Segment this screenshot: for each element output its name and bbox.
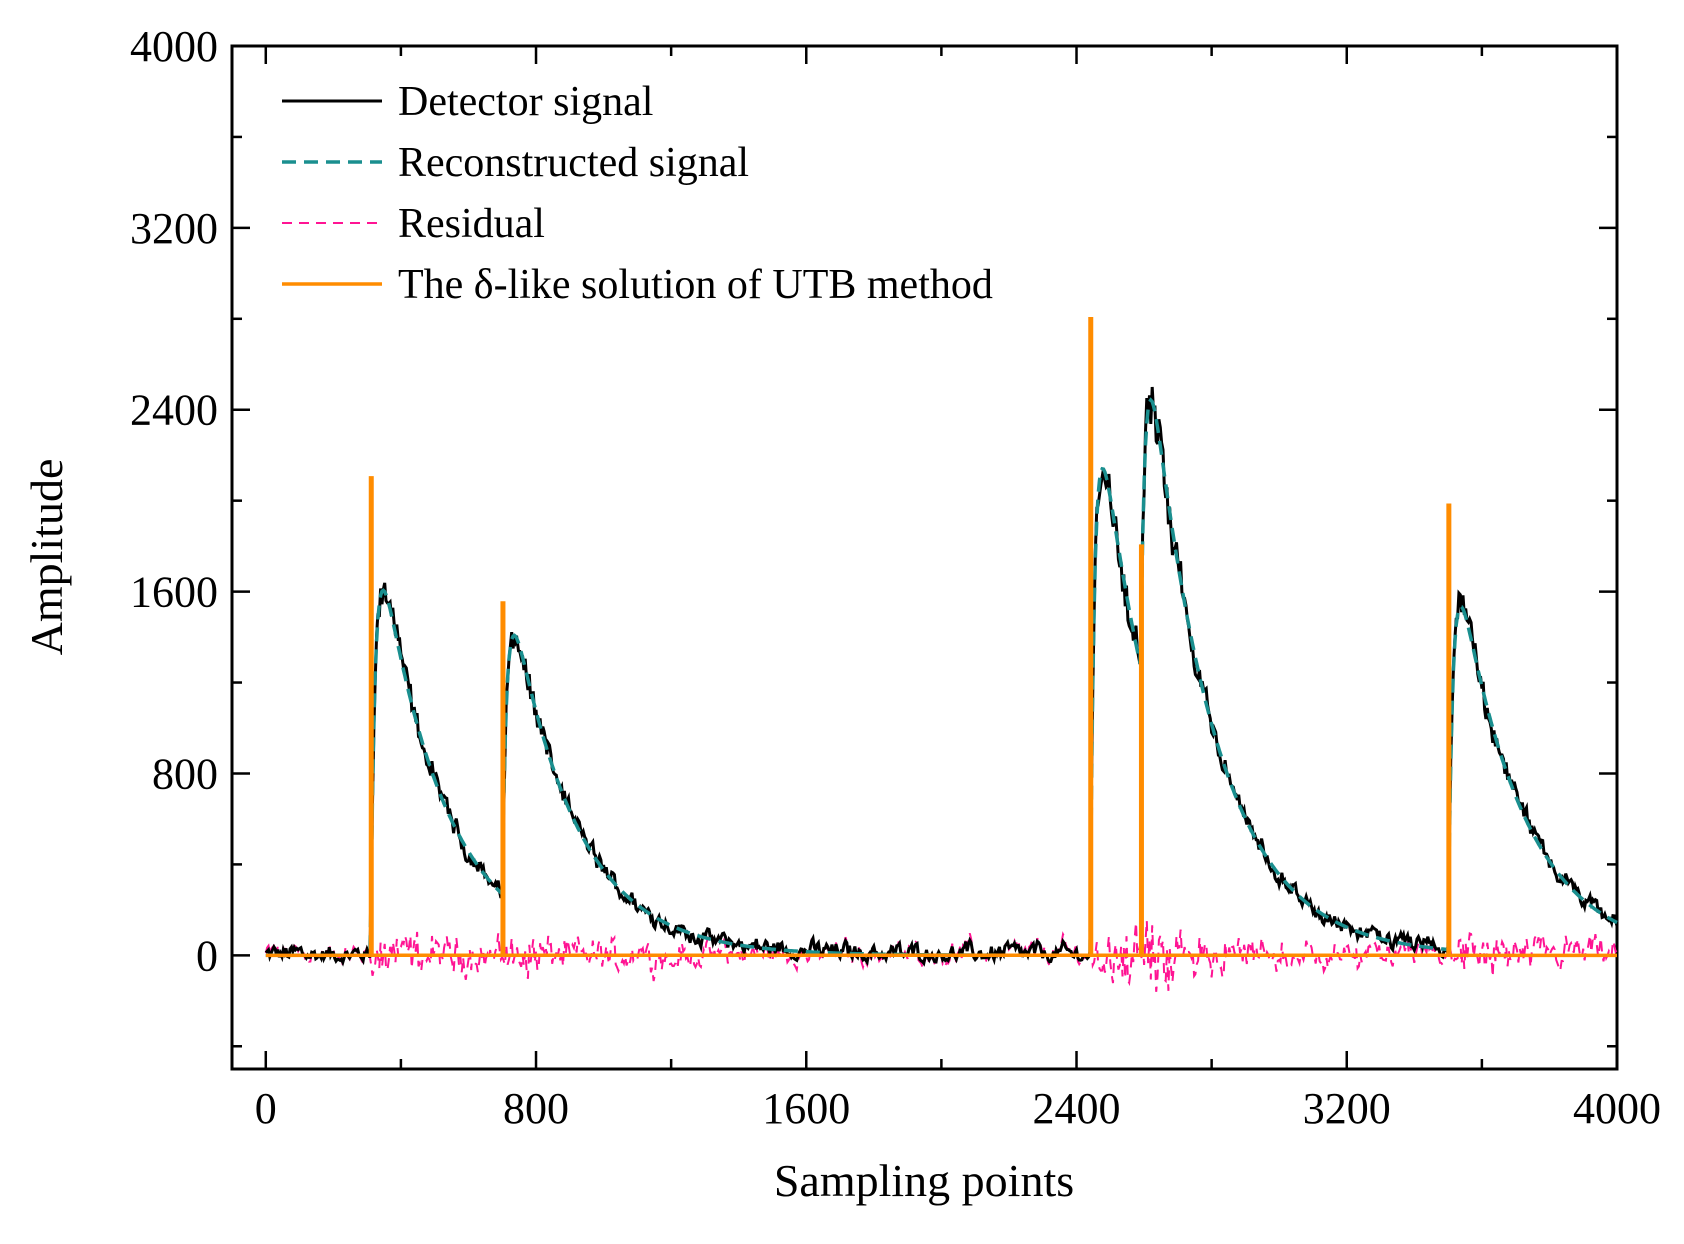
y-axis-title: Amplitude: [21, 459, 72, 656]
y-tick-label: 0: [196, 931, 218, 980]
plot-frame: [230, 44, 1619, 1071]
series-layer: [264, 317, 1619, 992]
y-tick-labels: 0 800 1600 2400 3200 4000: [130, 22, 218, 980]
x-tick-label: 3200: [1303, 1084, 1391, 1133]
series-reconstructed-signal-line: [265, 397, 1618, 958]
x-tick-label: 1600: [762, 1084, 850, 1133]
x-tick-label: 4000: [1573, 1084, 1661, 1133]
series-delta-solution-line: [265, 317, 1618, 958]
legend: Detector signal Reconstructed signal Res…: [282, 79, 993, 308]
legend-label: The δ-like solution of UTB method: [398, 262, 993, 308]
y-tick-label: 3200: [130, 204, 218, 253]
series-detector-signal-line: [264, 386, 1619, 967]
legend-label: Reconstructed signal: [398, 140, 749, 186]
legend-label: Detector signal: [398, 79, 653, 125]
legend-item: Detector signal: [282, 79, 653, 125]
x-tick-labels: 0 800 1600 2400 3200 4000: [255, 1084, 1661, 1133]
x-tick-label: 2400: [1033, 1084, 1121, 1133]
legend-label: Residual: [398, 201, 545, 247]
legend-item: Residual: [282, 201, 545, 247]
x-axis-title: Sampling points: [774, 1155, 1074, 1206]
legend-item: The δ-like solution of UTB method: [282, 262, 993, 308]
y-tick-label: 4000: [130, 22, 218, 71]
x-tick-label: 0: [255, 1084, 277, 1133]
y-tick-label: 1600: [130, 568, 218, 617]
y-tick-label: 800: [152, 749, 218, 798]
tick-marks: [232, 44, 1619, 1069]
x-tick-label: 800: [503, 1084, 569, 1133]
legend-item: Reconstructed signal: [282, 140, 749, 186]
y-tick-label: 2400: [130, 386, 218, 435]
